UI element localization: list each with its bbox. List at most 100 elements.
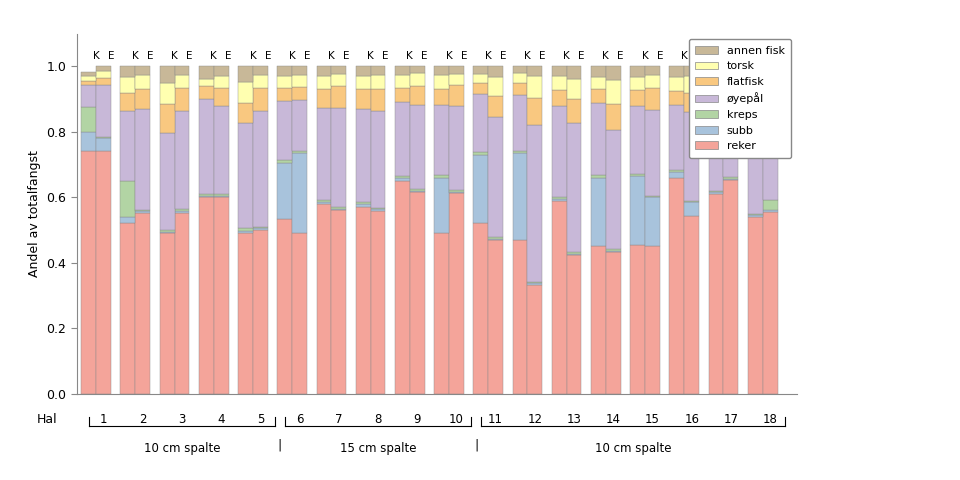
Bar bbox=[135, 213, 150, 394]
Bar bbox=[214, 194, 228, 196]
Bar bbox=[371, 89, 385, 111]
Bar bbox=[606, 251, 621, 252]
Bar bbox=[630, 245, 645, 394]
Bar bbox=[645, 197, 660, 246]
Bar bbox=[82, 76, 96, 81]
Bar bbox=[277, 218, 292, 394]
Bar bbox=[175, 66, 189, 75]
Bar bbox=[630, 77, 645, 90]
Bar bbox=[120, 77, 135, 93]
Bar bbox=[317, 108, 331, 200]
Text: E: E bbox=[382, 51, 389, 61]
Bar bbox=[473, 66, 489, 73]
Text: 10: 10 bbox=[449, 413, 464, 426]
Bar bbox=[489, 239, 503, 240]
Bar bbox=[527, 283, 542, 285]
Bar bbox=[199, 86, 214, 99]
Bar bbox=[371, 111, 385, 208]
Bar bbox=[434, 175, 449, 178]
Bar bbox=[371, 75, 385, 89]
Bar bbox=[566, 79, 582, 99]
Text: K: K bbox=[289, 51, 296, 61]
Bar bbox=[748, 95, 762, 115]
Bar bbox=[159, 233, 175, 394]
Bar bbox=[489, 96, 503, 117]
Bar bbox=[199, 196, 214, 197]
Text: 15 cm spalte: 15 cm spalte bbox=[340, 442, 417, 455]
Bar bbox=[489, 77, 503, 96]
Bar bbox=[724, 74, 738, 85]
Bar bbox=[669, 105, 684, 170]
Bar bbox=[214, 88, 228, 106]
Bar bbox=[645, 110, 660, 196]
Bar bbox=[238, 230, 252, 233]
Bar bbox=[395, 176, 410, 178]
Bar bbox=[238, 123, 252, 228]
Bar bbox=[331, 66, 347, 73]
Bar bbox=[684, 201, 699, 203]
Bar bbox=[159, 66, 175, 83]
Bar bbox=[292, 100, 307, 151]
Text: K: K bbox=[406, 51, 413, 61]
Bar bbox=[356, 207, 371, 394]
Text: E: E bbox=[343, 51, 349, 61]
Bar bbox=[552, 90, 566, 106]
Legend: annen fisk, torsk, flatfisk, øyepål, kreps, subb, reker: annen fisk, torsk, flatfisk, øyepål, kre… bbox=[688, 39, 791, 158]
Bar bbox=[356, 76, 371, 89]
Bar bbox=[591, 178, 606, 246]
Bar bbox=[513, 151, 527, 153]
Bar bbox=[135, 89, 150, 109]
Text: K: K bbox=[564, 51, 570, 61]
Bar bbox=[748, 77, 762, 95]
Bar bbox=[591, 66, 606, 77]
Bar bbox=[591, 175, 606, 178]
Bar bbox=[606, 131, 621, 249]
Text: K: K bbox=[171, 51, 178, 61]
Bar bbox=[199, 99, 214, 194]
Bar bbox=[708, 192, 724, 194]
Bar bbox=[277, 101, 292, 160]
Text: K: K bbox=[93, 51, 100, 61]
Bar bbox=[630, 174, 645, 176]
Text: |: | bbox=[474, 439, 478, 452]
Bar bbox=[434, 89, 449, 105]
Bar bbox=[96, 78, 111, 85]
Bar bbox=[513, 73, 527, 83]
Bar bbox=[214, 66, 228, 76]
Bar bbox=[684, 216, 699, 394]
Bar bbox=[552, 76, 566, 90]
Bar bbox=[292, 75, 307, 86]
Bar bbox=[371, 209, 385, 211]
Bar bbox=[175, 110, 189, 209]
Bar bbox=[473, 223, 489, 394]
Bar bbox=[566, 255, 582, 394]
Bar bbox=[120, 93, 135, 110]
Bar bbox=[473, 84, 489, 94]
Bar bbox=[762, 111, 778, 200]
Bar bbox=[252, 75, 268, 88]
Bar bbox=[120, 110, 135, 181]
Bar bbox=[566, 252, 582, 254]
Bar bbox=[645, 74, 660, 87]
Text: K: K bbox=[524, 51, 531, 61]
Bar bbox=[277, 76, 292, 88]
Bar bbox=[159, 232, 175, 233]
Bar bbox=[317, 66, 331, 76]
Bar bbox=[552, 106, 566, 197]
Bar bbox=[489, 240, 503, 394]
Bar bbox=[708, 191, 724, 192]
Text: 2: 2 bbox=[139, 413, 147, 426]
Text: K: K bbox=[445, 51, 452, 61]
Bar bbox=[669, 178, 684, 394]
Text: 11: 11 bbox=[488, 413, 503, 426]
Text: K: K bbox=[328, 51, 335, 61]
Bar bbox=[214, 106, 228, 194]
Text: 9: 9 bbox=[414, 413, 420, 426]
Bar bbox=[277, 163, 292, 218]
Bar bbox=[434, 75, 449, 89]
Text: K: K bbox=[132, 51, 138, 61]
Bar bbox=[748, 115, 762, 214]
Bar bbox=[395, 181, 410, 394]
Bar bbox=[684, 66, 699, 76]
Text: 6: 6 bbox=[296, 413, 303, 426]
